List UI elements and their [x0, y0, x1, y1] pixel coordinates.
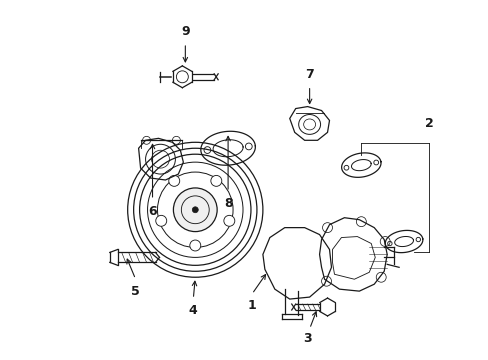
Text: 1: 1	[247, 298, 256, 311]
Circle shape	[189, 240, 201, 251]
Text: 9: 9	[181, 24, 189, 38]
Circle shape	[210, 175, 222, 186]
Text: 2: 2	[424, 117, 432, 130]
Circle shape	[224, 215, 234, 226]
Text: 5: 5	[131, 285, 140, 298]
Circle shape	[192, 207, 198, 213]
Text: 3: 3	[303, 332, 311, 345]
Text: 4: 4	[188, 305, 197, 318]
Circle shape	[173, 188, 217, 231]
Circle shape	[156, 215, 166, 226]
Text: 6: 6	[148, 205, 157, 218]
Text: 8: 8	[224, 197, 232, 210]
Text: 7: 7	[305, 68, 313, 81]
Circle shape	[181, 196, 209, 224]
Circle shape	[168, 175, 180, 186]
